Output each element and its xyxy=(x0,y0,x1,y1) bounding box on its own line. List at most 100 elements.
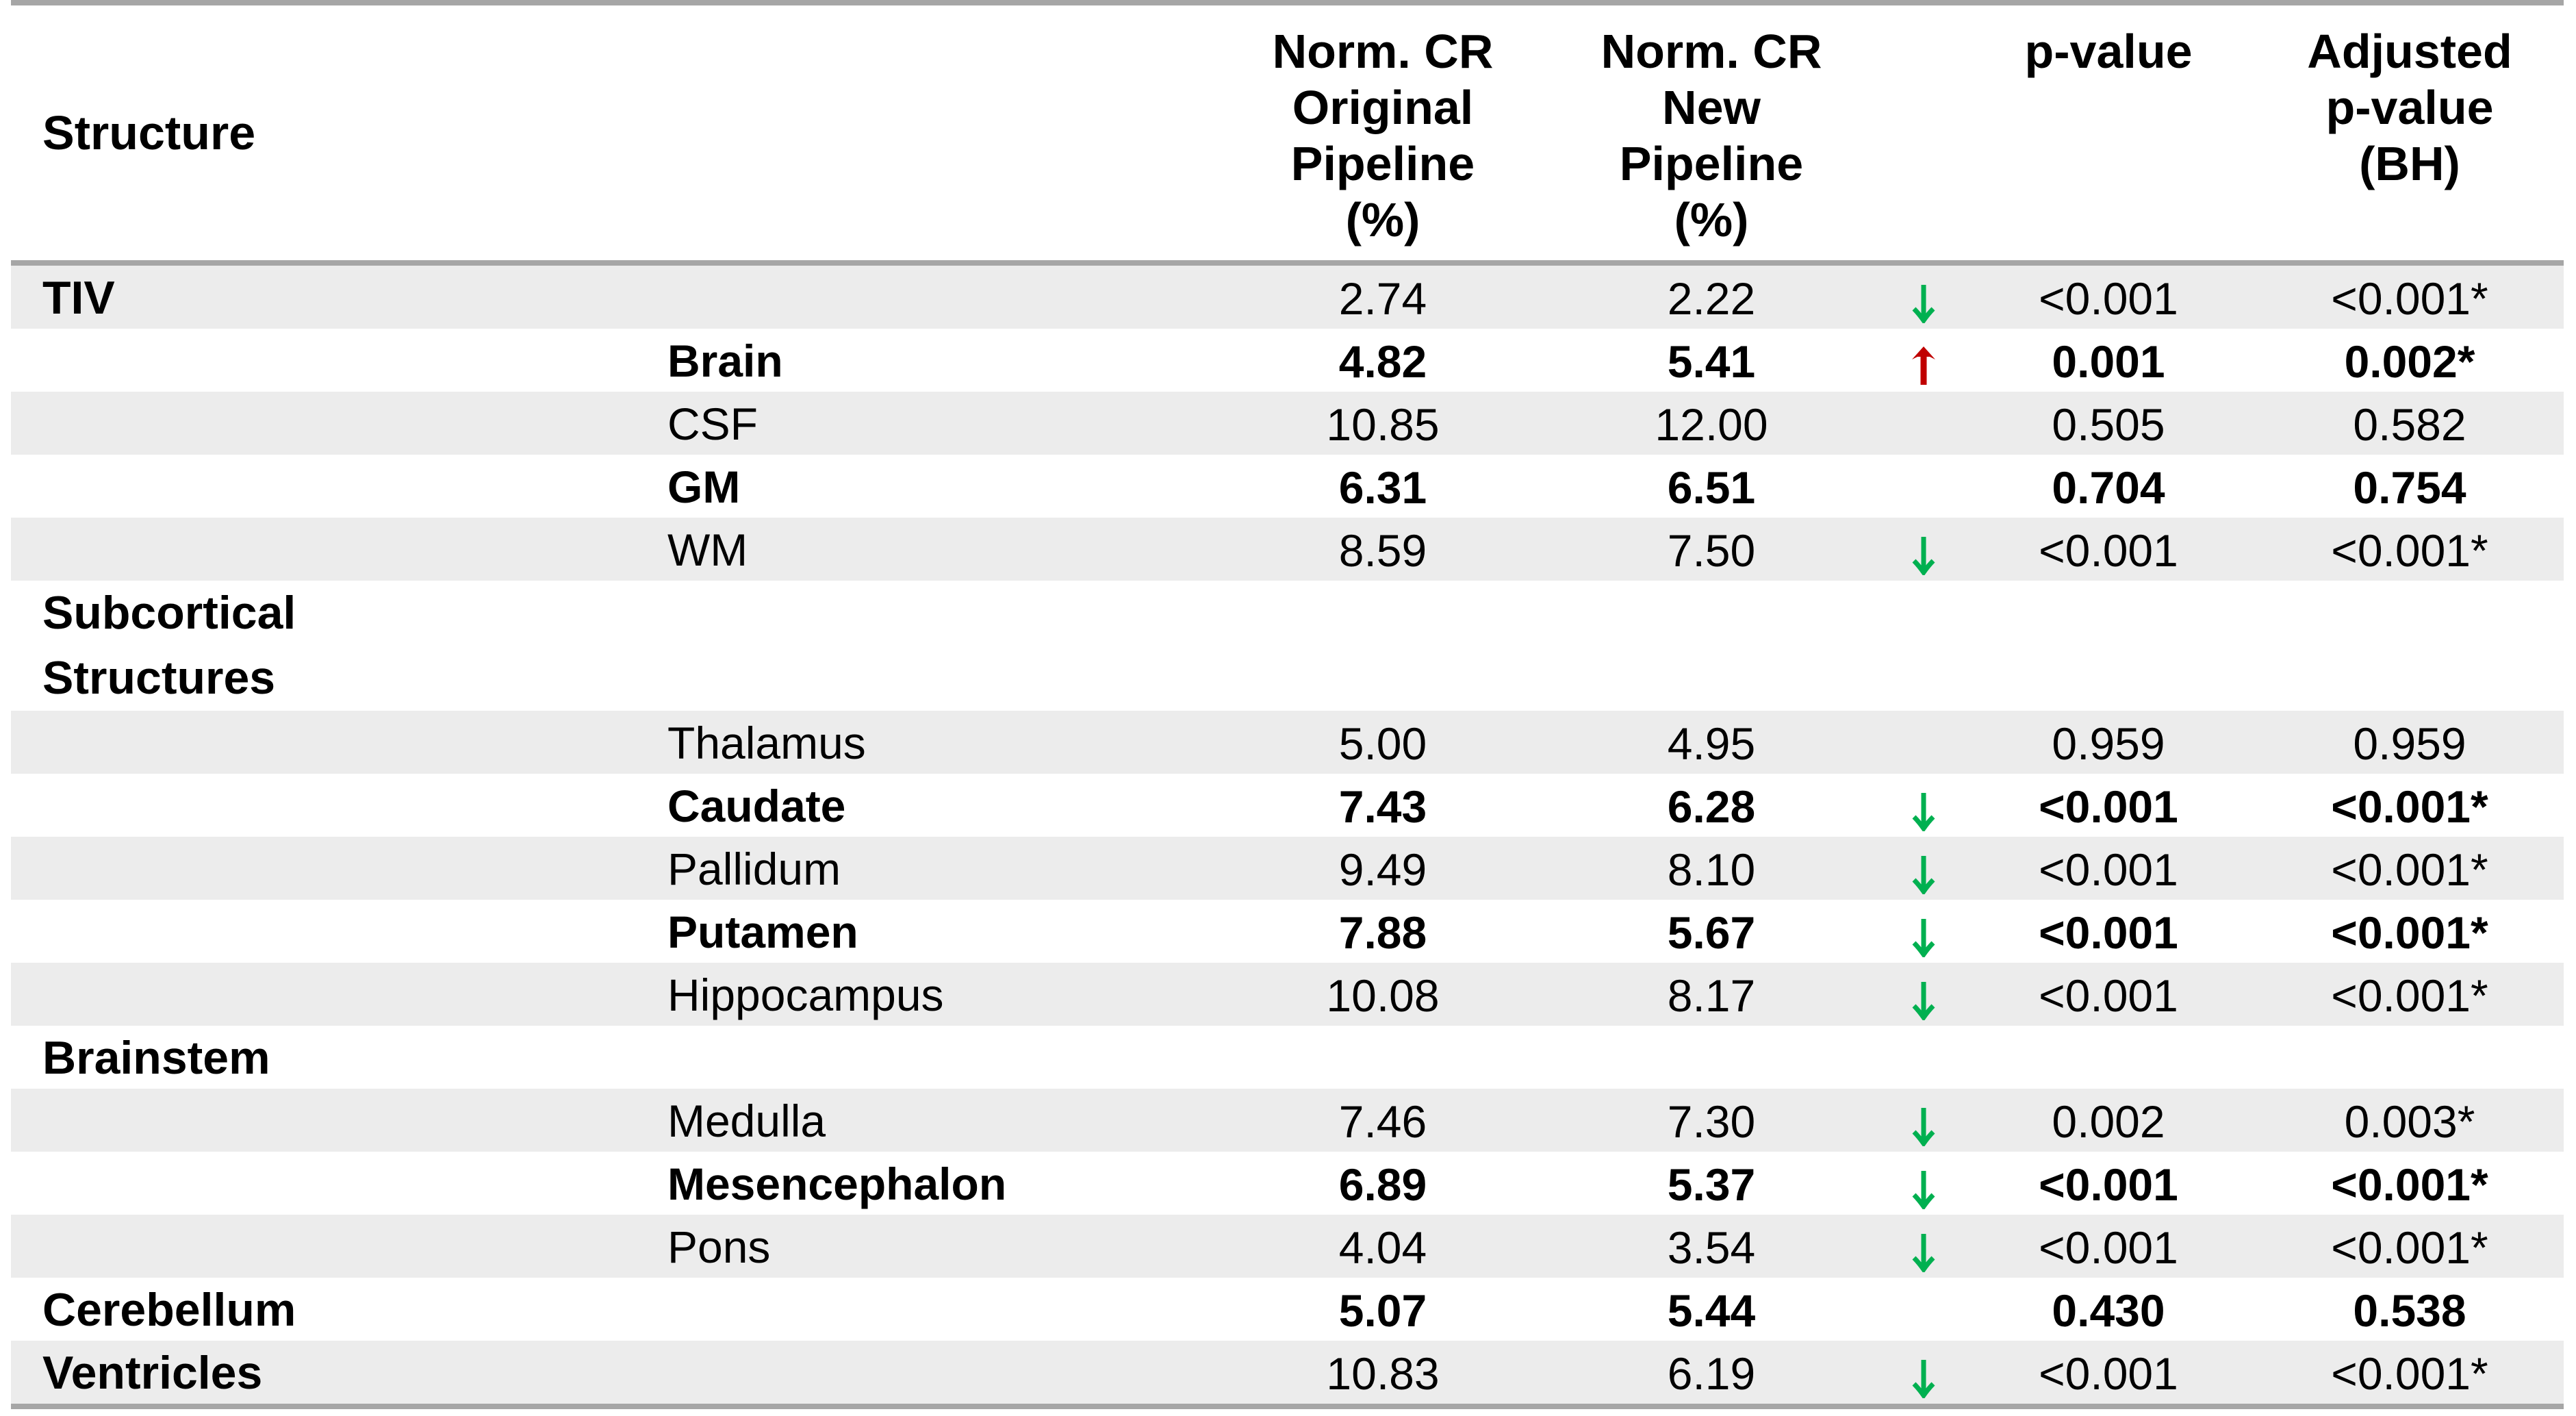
norm-cr-original-value: 8.59 xyxy=(1338,524,1427,576)
adjusted-p-value: <0.001* xyxy=(2331,844,2488,895)
norm-cr-original-value xyxy=(1198,581,1568,711)
p-value: <0.001 xyxy=(2039,844,2178,895)
decrease-arrow-icon xyxy=(1912,918,1935,957)
table-row: Pallidum 9.49 8.10 <0.001 <0.001* xyxy=(11,837,2564,900)
trend-cell xyxy=(1855,581,1992,711)
adjusted-p-value: <0.001* xyxy=(2331,1159,2488,1210)
norm-cr-new-value xyxy=(1568,1026,1855,1091)
col-header-adjusted-p-value: Adjusted p-value (BH) xyxy=(2307,25,2512,190)
structure-label: Caudate xyxy=(667,781,846,831)
p-value: 0.001 xyxy=(2052,336,2165,387)
structure-label: Pons xyxy=(667,1222,771,1272)
structure-label: Brain xyxy=(667,336,783,386)
norm-cr-new-value: 5.44 xyxy=(1667,1285,1756,1336)
table-row: Mesencephalon 6.89 5.37 <0.001 <0.001* xyxy=(11,1152,2564,1215)
table-top-rule xyxy=(11,0,2564,5)
col-header-structure: Structure xyxy=(42,106,256,160)
table-row: Caudate 7.43 6.28 <0.001 <0.001* xyxy=(11,774,2564,837)
norm-cr-original-value: 9.49 xyxy=(1338,844,1427,895)
trend-cell xyxy=(1855,266,1992,331)
norm-cr-original-value: 7.43 xyxy=(1338,781,1427,832)
norm-cr-original-value: 10.85 xyxy=(1326,399,1440,450)
trend-cell xyxy=(1855,329,1992,394)
table-row: Subcortical Structures xyxy=(11,581,2564,711)
decrease-arrow-icon xyxy=(1912,981,1935,1020)
structure-label: Hippocampus xyxy=(667,970,944,1020)
norm-cr-new-value: 6.19 xyxy=(1667,1348,1756,1399)
p-value: <0.001 xyxy=(2039,781,2178,832)
norm-cr-original-value: 7.88 xyxy=(1338,907,1427,958)
trend-cell xyxy=(1855,1026,1992,1091)
norm-cr-new-value: 5.37 xyxy=(1667,1159,1756,1210)
norm-cr-new-value: 7.50 xyxy=(1667,524,1756,576)
adjusted-p-value: <0.001* xyxy=(2331,524,2488,576)
decrease-arrow-icon xyxy=(1912,1170,1935,1209)
structure-label: CSF xyxy=(667,399,758,449)
norm-cr-new-value: 12.00 xyxy=(1655,399,1768,450)
decrease-arrow-icon xyxy=(1912,1233,1935,1272)
adjusted-p-value: 0.538 xyxy=(2353,1285,2466,1336)
table-row: Ventricles 10.83 6.19 <0.001 <0.001* xyxy=(11,1341,2564,1404)
stats-table: Structure Norm. CR Original Pipeline (%) No… xyxy=(11,0,2564,1409)
table-bottom-rule xyxy=(11,1404,2564,1409)
norm-cr-original-value: 6.31 xyxy=(1338,462,1427,513)
table-row: Cerebellum 5.07 5.44 0.430 0.538 xyxy=(11,1278,2564,1341)
norm-cr-original-value: 10.08 xyxy=(1326,970,1440,1021)
p-value: 0.505 xyxy=(2052,399,2165,450)
table-row: Putamen 7.88 5.67 <0.001 <0.001* xyxy=(11,900,2564,963)
table-header-row: Structure Norm. CR Original Pipeline (%) No… xyxy=(11,5,2564,260)
trend-cell xyxy=(1855,900,1992,965)
decrease-arrow-icon xyxy=(1912,284,1935,323)
norm-cr-original-value xyxy=(1198,1026,1568,1091)
decrease-arrow-icon xyxy=(1912,536,1935,575)
decrease-arrow-icon xyxy=(1912,855,1935,894)
norm-cr-new-value: 2.22 xyxy=(1667,273,1756,324)
col-header-p-value: p-value xyxy=(2024,25,2193,78)
table-row: WM 8.59 7.50 <0.001 <0.001* xyxy=(11,518,2564,581)
adjusted-p-value: 0.754 xyxy=(2353,462,2466,513)
norm-cr-new-value: 5.67 xyxy=(1667,907,1756,958)
col-header-trend xyxy=(1855,5,1992,260)
table-row: Medulla 7.46 7.30 0.002 0.003* xyxy=(11,1089,2564,1152)
p-value: <0.001 xyxy=(2039,970,2178,1021)
norm-cr-original-value: 5.00 xyxy=(1338,718,1427,769)
adjusted-p-value: 0.959 xyxy=(2353,718,2466,769)
structure-label: Subcortical Structures xyxy=(42,587,296,704)
structure-label: Pallidum xyxy=(667,844,841,894)
p-value: 0.959 xyxy=(2052,718,2165,769)
table-row: Brainstem xyxy=(11,1026,2564,1089)
decrease-arrow-icon xyxy=(1912,1359,1935,1398)
table-row: Brain 4.82 5.41 0.001 0.002* xyxy=(11,329,2564,392)
trend-cell xyxy=(1855,518,1992,583)
p-value xyxy=(1992,581,2225,711)
structure-label: Brainstem xyxy=(42,1032,270,1084)
table-row: CSF 10.85 12.00 0.505 0.582 xyxy=(11,392,2564,455)
p-value: <0.001 xyxy=(2039,1222,2178,1273)
norm-cr-new-value: 4.95 xyxy=(1667,718,1756,769)
p-value: 0.002 xyxy=(2052,1096,2165,1147)
adjusted-p-value: <0.001* xyxy=(2331,907,2488,958)
norm-cr-original-value: 7.46 xyxy=(1338,1096,1427,1147)
p-value: <0.001 xyxy=(2039,1159,2178,1210)
table-row: Hippocampus 10.08 8.17 <0.001 <0.001* xyxy=(11,963,2564,1026)
decrease-arrow-icon xyxy=(1912,792,1935,831)
norm-cr-new-value: 5.41 xyxy=(1667,336,1756,387)
p-value: <0.001 xyxy=(2039,524,2178,576)
adjusted-p-value: 0.002* xyxy=(2344,336,2475,387)
p-value: <0.001 xyxy=(2039,907,2178,958)
structure-label: Thalamus xyxy=(667,718,866,768)
norm-cr-original-value: 4.82 xyxy=(1338,336,1427,387)
table-body: TIV 2.74 2.22 <0.001 <0.001* Brain 4.82 … xyxy=(11,266,2564,1404)
table-row: GM 6.31 6.51 0.704 0.754 xyxy=(11,455,2564,518)
structure-label: Mesencephalon xyxy=(667,1159,1007,1209)
table-row: TIV 2.74 2.22 <0.001 <0.001* xyxy=(11,266,2564,329)
p-value: <0.001 xyxy=(2039,273,2178,324)
trend-cell xyxy=(1855,837,1992,902)
adjusted-p-value xyxy=(2225,581,2564,711)
structure-label: Medulla xyxy=(667,1096,826,1146)
norm-cr-new-value: 3.54 xyxy=(1667,1222,1756,1273)
adjusted-p-value: <0.001* xyxy=(2331,781,2488,832)
p-value: 0.704 xyxy=(2052,462,2165,513)
norm-cr-new-value: 8.10 xyxy=(1667,844,1756,895)
adjusted-p-value: <0.001* xyxy=(2331,970,2488,1021)
